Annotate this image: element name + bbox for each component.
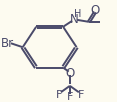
Text: F: F bbox=[78, 90, 84, 100]
Text: O: O bbox=[65, 67, 75, 80]
Text: Br: Br bbox=[0, 37, 14, 50]
Text: F: F bbox=[55, 90, 62, 100]
Text: H: H bbox=[74, 9, 81, 19]
Text: N: N bbox=[70, 13, 79, 26]
Text: F: F bbox=[67, 92, 73, 102]
Text: O: O bbox=[90, 4, 100, 17]
